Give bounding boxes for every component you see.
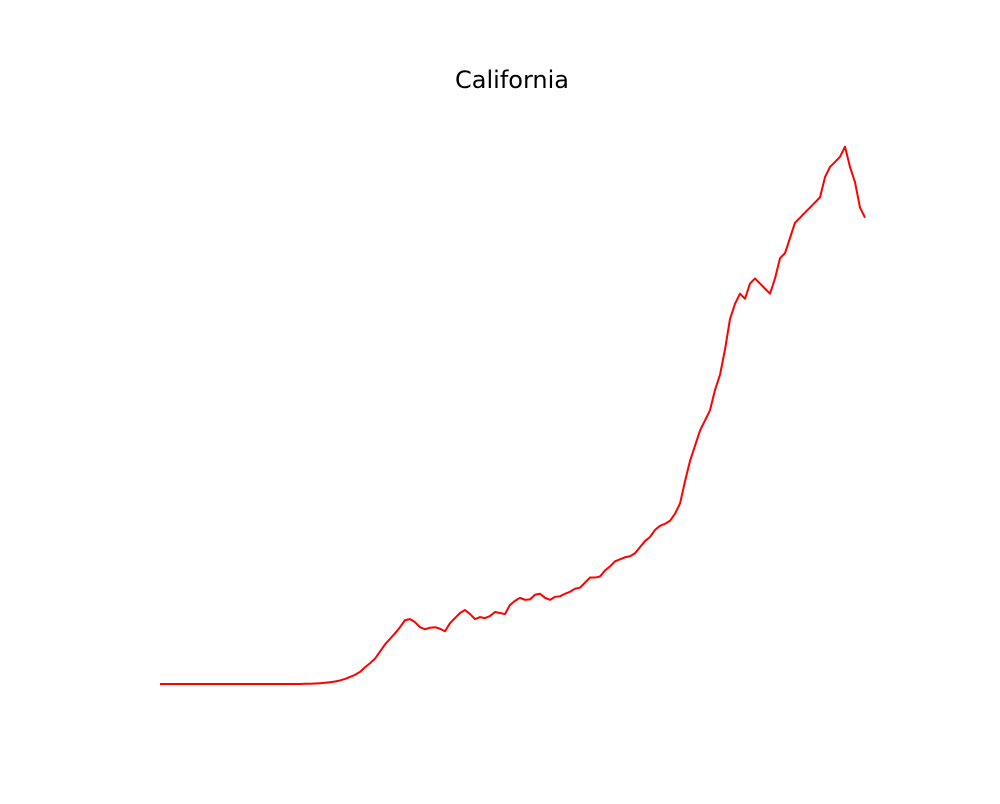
plot-area: [160, 145, 866, 685]
series-line-0: [160, 145, 866, 685]
chart-title: California: [455, 66, 569, 94]
